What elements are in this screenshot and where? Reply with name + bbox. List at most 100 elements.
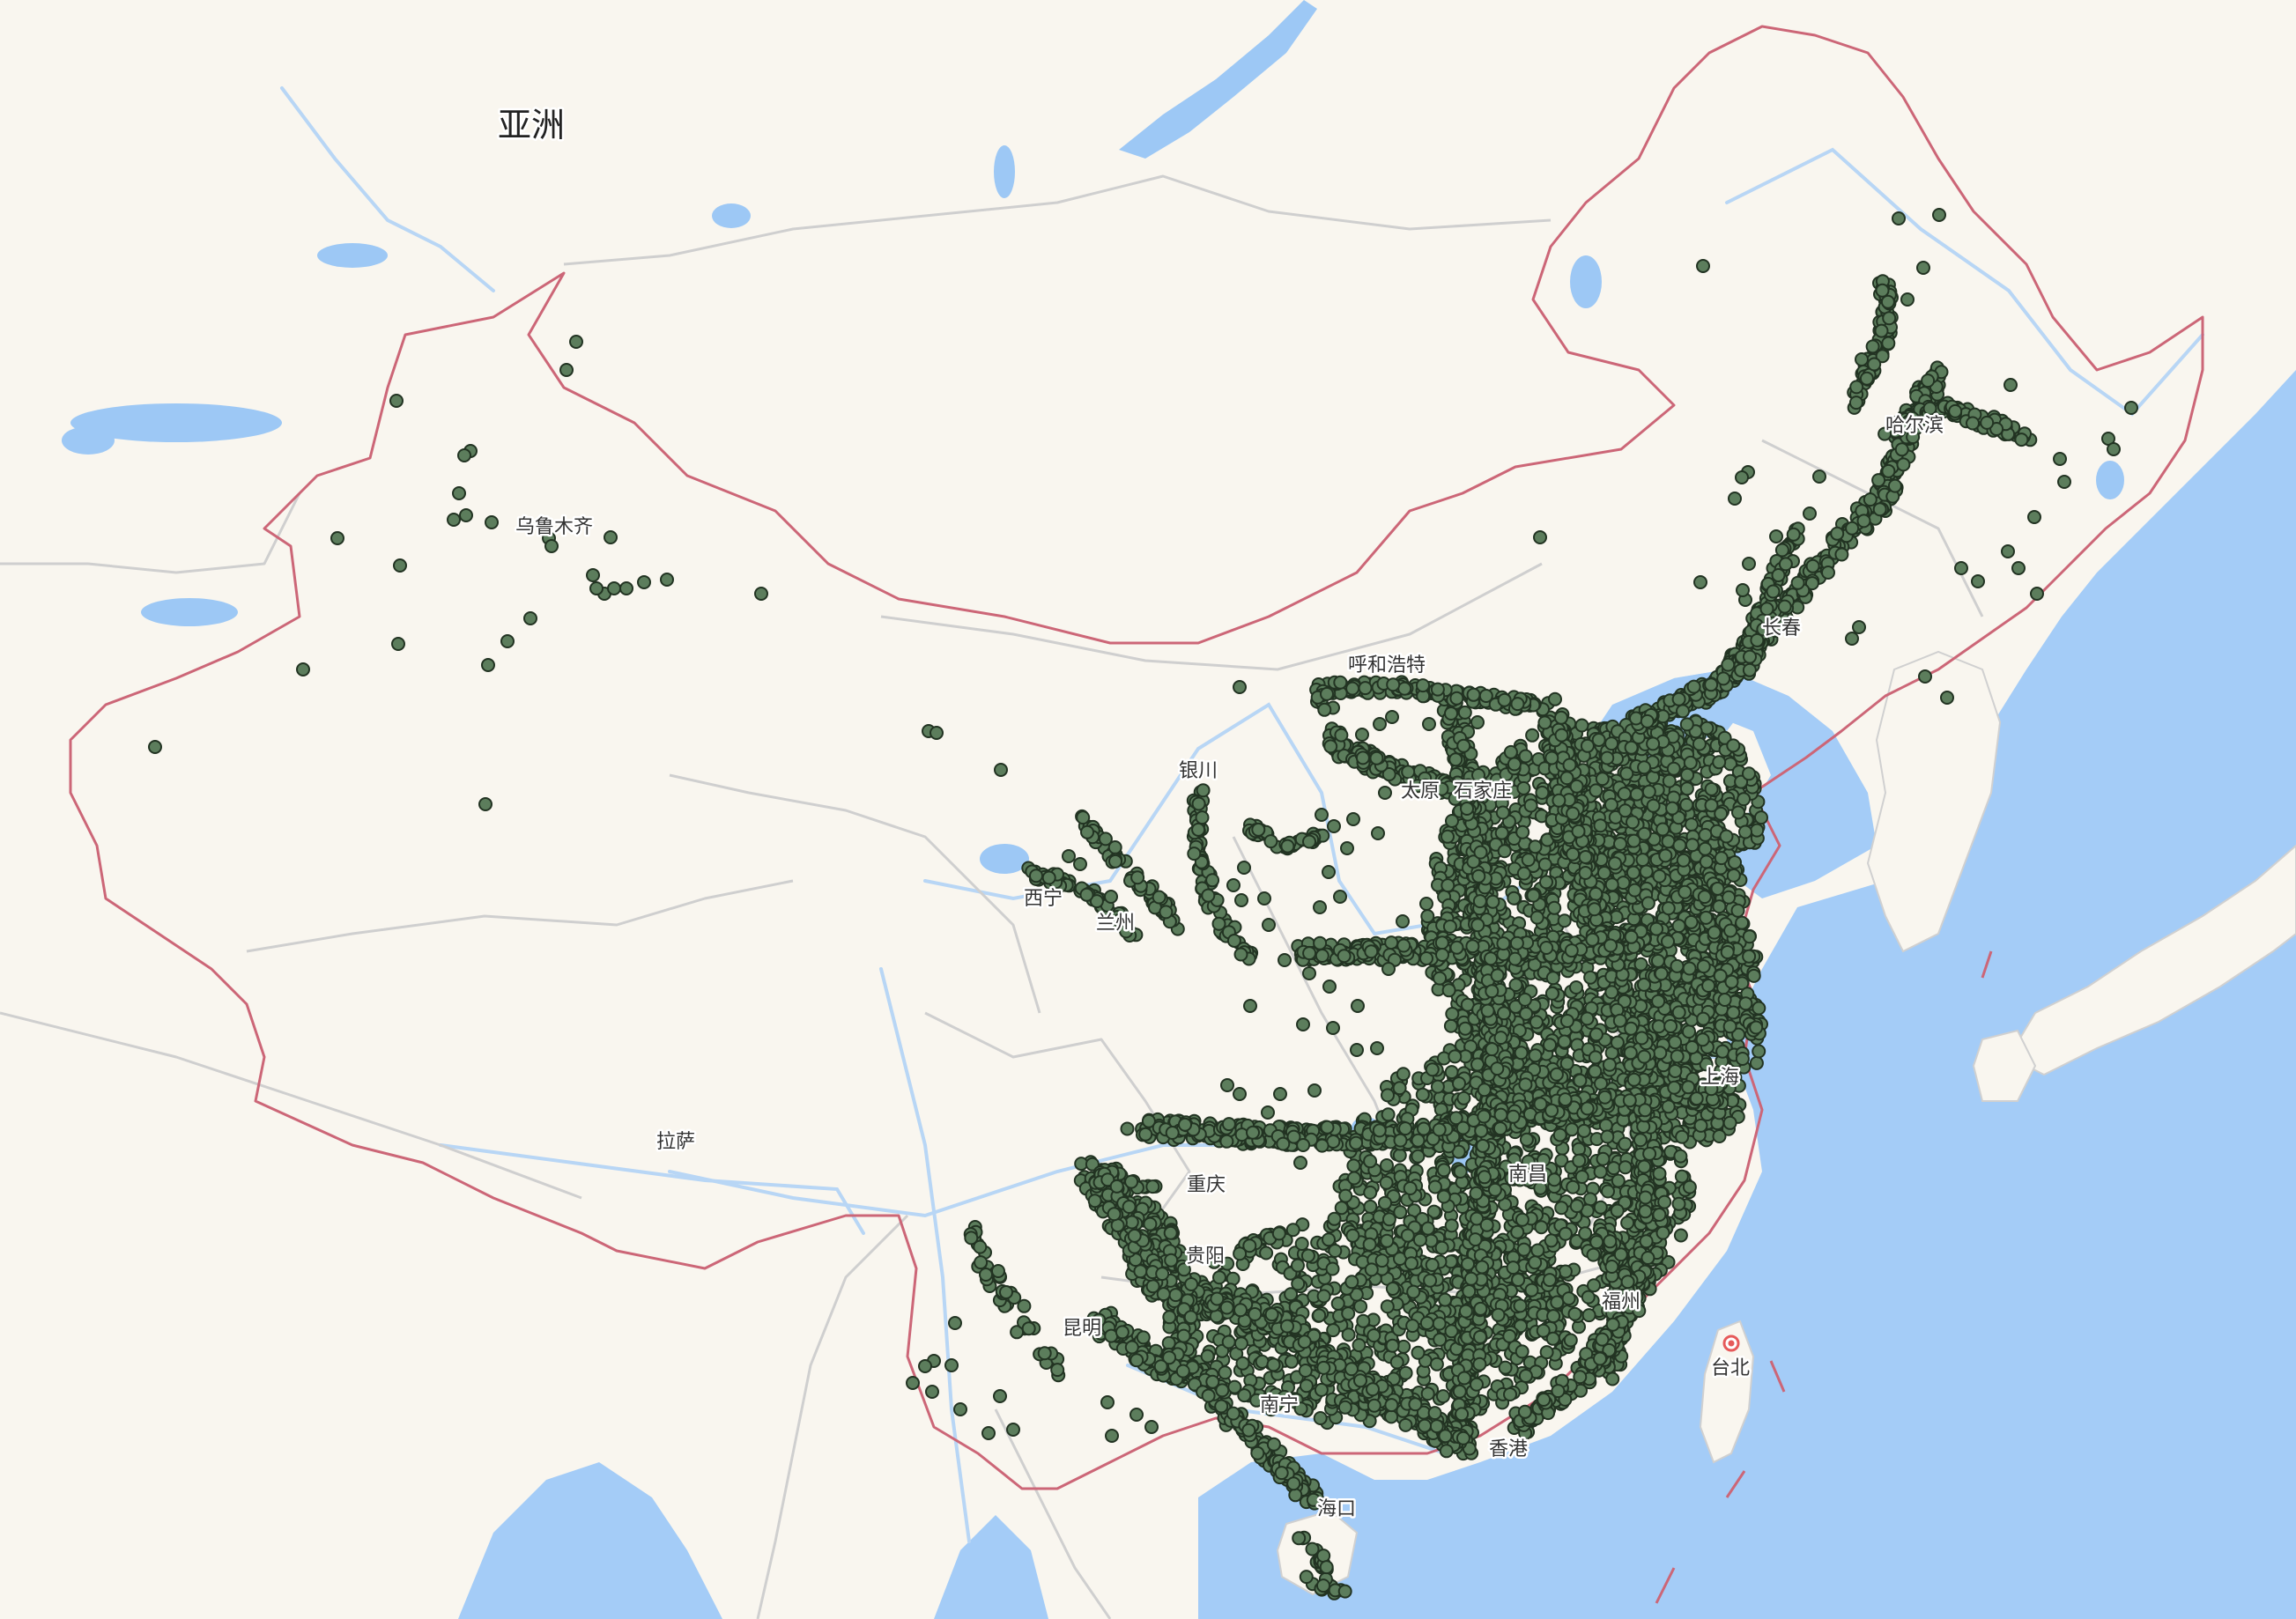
station-point	[1574, 1170, 1589, 1184]
station-point	[1578, 850, 1593, 864]
station-point	[1330, 1296, 1345, 1311]
station-point	[1519, 1006, 1534, 1021]
station-point	[1569, 1199, 1584, 1214]
station-point	[1710, 881, 1725, 896]
station-point	[1670, 1049, 1685, 1064]
station-point	[1675, 1129, 1690, 1144]
station-point	[1674, 1169, 1689, 1184]
station-point	[1291, 1276, 1306, 1291]
station-point	[1425, 1062, 1440, 1077]
station-point	[1641, 896, 1655, 911]
station-point	[1672, 838, 1687, 853]
station-point	[1572, 1153, 1587, 1168]
station-point	[1300, 1248, 1315, 1263]
neighbor-border-layer	[0, 174, 1552, 1619]
station-point	[1665, 801, 1680, 816]
station-point	[1682, 1179, 1697, 1194]
station-point	[1712, 1129, 1727, 1143]
station-point	[1728, 855, 1742, 869]
station-point	[1731, 805, 1745, 820]
station-point	[1337, 1400, 1352, 1415]
station-point	[1462, 1284, 1477, 1298]
province-border-xinjiang-tibet	[246, 879, 794, 953]
station-point	[1566, 1179, 1581, 1194]
lake-issyk-kul	[141, 598, 238, 626]
station-point	[1218, 1365, 1233, 1380]
station-point	[1712, 899, 1727, 914]
station-point	[1419, 1316, 1434, 1330]
taiwan-island	[1699, 1320, 1755, 1464]
station-point	[1722, 1115, 1737, 1130]
station-point	[1554, 1201, 1569, 1216]
station-point	[1259, 1246, 1274, 1260]
station-point	[1698, 841, 1713, 856]
station-point	[1715, 1044, 1730, 1059]
station-point	[1221, 1334, 1236, 1349]
station-point	[1604, 985, 1619, 1000]
station-point	[1443, 1018, 1458, 1033]
station-point	[1477, 1083, 1492, 1098]
station-point	[1436, 1163, 1451, 1178]
station-point	[1637, 1159, 1652, 1174]
station-point	[1536, 1323, 1551, 1338]
station-point	[1558, 1226, 1573, 1241]
station-point	[1463, 1271, 1478, 1286]
station-point	[1444, 1065, 1459, 1080]
station-point	[1685, 838, 1700, 853]
station-point	[1405, 1319, 1420, 1334]
station-point	[1362, 1237, 1377, 1252]
station-point	[1596, 866, 1611, 880]
lake-uvs	[712, 203, 751, 228]
station-point	[1502, 1328, 1517, 1343]
station-point	[1696, 959, 1711, 974]
station-point	[1698, 827, 1713, 842]
station-point	[1552, 1127, 1567, 1142]
station-point	[1458, 1304, 1473, 1319]
station-point	[1726, 738, 1741, 753]
station-point	[1646, 798, 1661, 813]
station-point	[1730, 903, 1745, 918]
station-point	[1322, 1232, 1336, 1247]
station-point	[1398, 1365, 1413, 1380]
station-point	[1720, 945, 1735, 959]
station-point	[1233, 1336, 1248, 1351]
station-point	[1364, 1262, 1379, 1277]
station-point	[1539, 875, 1553, 890]
station-point	[1347, 1171, 1361, 1186]
station-point	[1363, 1154, 1378, 1169]
station-point	[1436, 1389, 1450, 1404]
japan-kyushu	[1972, 1029, 2037, 1102]
station-point	[1654, 966, 1669, 981]
station-point	[1544, 1233, 1559, 1248]
station-point	[1750, 823, 1765, 838]
station-point	[1620, 1216, 1635, 1231]
station-point	[1565, 1122, 1580, 1137]
station-point	[1420, 909, 1435, 924]
station-point	[1618, 1160, 1633, 1175]
station-point	[1235, 1356, 1250, 1371]
station-point	[1242, 1238, 1257, 1253]
station-point	[1490, 968, 1505, 983]
station-point	[1461, 1257, 1475, 1271]
station-point	[1749, 1020, 1764, 1035]
station-point	[1363, 1199, 1378, 1214]
lake-baikal	[1119, 0, 1317, 159]
station-point	[1458, 1021, 1473, 1036]
station-point	[1535, 785, 1550, 800]
station-point	[1469, 1186, 1484, 1201]
station-point	[1593, 818, 1608, 833]
station-point	[1682, 961, 1697, 976]
station-point	[1415, 1087, 1430, 1102]
station-point	[1679, 717, 1694, 732]
station-point	[1573, 1073, 1588, 1088]
station-point	[1684, 914, 1699, 929]
station-point	[1445, 1007, 1460, 1021]
station-point	[1604, 877, 1619, 892]
station-point	[1594, 1076, 1608, 1091]
station-point	[1529, 910, 1544, 925]
station-point	[1326, 1323, 1341, 1338]
station-point	[1438, 1292, 1453, 1307]
lake-alakol	[62, 426, 115, 455]
